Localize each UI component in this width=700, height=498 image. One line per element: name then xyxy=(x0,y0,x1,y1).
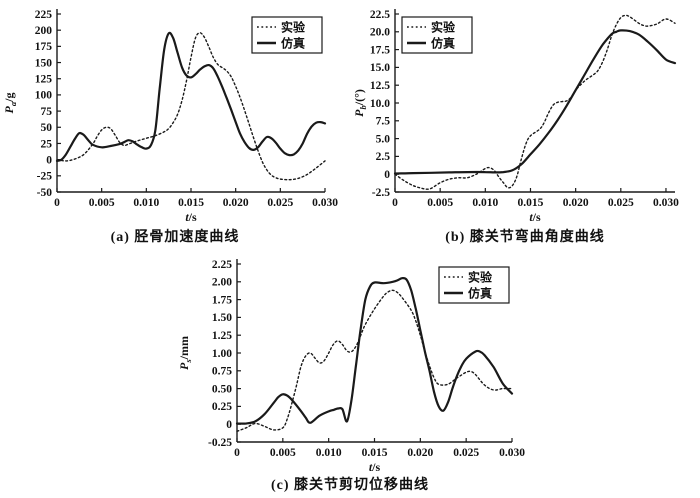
x-axis-title: t/s xyxy=(185,210,197,224)
y-tick-label: 1.25 xyxy=(212,330,232,342)
y-tick-label: 75 xyxy=(41,106,53,118)
x-tick-label: 0.025 xyxy=(267,197,293,209)
x-tick-label: 0.005 xyxy=(270,447,296,459)
legend-label: 仿真 xyxy=(431,36,455,51)
y-tick-label: 2.25 xyxy=(212,259,232,271)
chart-b-figure: 22.5 20.0 17.5 15.0 12.5 10.0 7.5 5.0 2.5 0 -2.5 0 0… xyxy=(350,0,700,250)
legend-label: 实验 xyxy=(281,20,306,35)
legend-box xyxy=(438,266,510,304)
x-tick-label: 0.030 xyxy=(499,447,525,459)
y-tick-label: 10.0 xyxy=(370,98,390,110)
legend-label: 仿真 xyxy=(281,36,305,51)
x-tick-label: 0.015 xyxy=(518,197,544,209)
y-tick-label: 22.5 xyxy=(370,9,390,21)
y-tick-label: -50 xyxy=(37,187,53,199)
y-axis-title: Pa/g xyxy=(2,93,18,114)
experiment-curve xyxy=(56,32,326,181)
top-row: 225 200 175 150 125 100 75 50 25 0 -25 -50 0 0.005 0.0… xyxy=(0,0,700,250)
legend-label: 实验 xyxy=(468,270,493,285)
y-tick-label: 2.00 xyxy=(212,277,232,289)
y-tick-label: -25 xyxy=(37,171,53,183)
y-tick-label: 0 xyxy=(384,169,390,181)
y-tick-label: 150 xyxy=(35,57,53,69)
simulation-curve xyxy=(393,29,677,175)
x-tick-label: 0.015 xyxy=(362,447,388,459)
y-tick-label: 0 xyxy=(46,154,52,166)
y-tick-label: 175 xyxy=(35,41,53,53)
legend-box xyxy=(401,16,473,54)
x-tick-label: 0.020 xyxy=(563,197,589,209)
simulation-curve xyxy=(235,276,514,425)
experiment-curve xyxy=(394,14,676,190)
simulation-curve xyxy=(55,31,327,162)
x-tick-label: 0 xyxy=(392,197,398,209)
y-tick-label: 50 xyxy=(41,122,53,134)
legend-box xyxy=(251,16,323,54)
x-tick-label: 0.020 xyxy=(223,197,249,209)
x-axis-title: t/s xyxy=(529,210,541,224)
chart-a-caption: (a) 胫骨加速度曲线 xyxy=(110,230,240,245)
y-tick-label: -2.5 xyxy=(372,187,390,199)
x-tick-label: 0.005 xyxy=(427,197,453,209)
y-tick-label: 20.0 xyxy=(370,27,390,39)
x-tick-label: 0.015 xyxy=(178,197,204,209)
y-tick-label: 17.5 xyxy=(370,44,390,56)
y-tick-label: 0.50 xyxy=(212,383,232,395)
chart-b-caption: (b) 膝关节弯曲角度曲线 xyxy=(445,230,605,245)
y-tick-label: 0 xyxy=(226,419,232,431)
y-tick-label: 1.75 xyxy=(212,294,232,306)
y-tick-label: 0.25 xyxy=(212,401,232,413)
chart-c-canvas: 2.252.001.751.501.251.000.750.500.250-0.… xyxy=(177,259,525,474)
experiment-curve xyxy=(236,289,513,432)
y-tick-label: 0.75 xyxy=(212,366,232,378)
chart-c-figure: 2.25 2.00 1.75 1.50 1.25 1.00 0.75 0.50 0.25 0 -0.… xyxy=(175,250,525,498)
y-tick-label: 225 xyxy=(35,9,53,21)
x-tick-label: 0.010 xyxy=(472,197,498,209)
y-tick-label: 5.0 xyxy=(376,133,391,145)
x-tick-label: 0 xyxy=(54,197,60,209)
y-tick-label: -0.25 xyxy=(208,437,232,449)
x-tick-label: 0.005 xyxy=(89,197,115,209)
chart-a-figure: 225 200 175 150 125 100 75 50 25 0 -25 -50 0 0.005 0.0… xyxy=(0,0,350,250)
y-tick-label: 2.5 xyxy=(376,151,391,163)
y-tick-label: 7.5 xyxy=(376,116,391,128)
x-tick-label: 0.025 xyxy=(453,447,479,459)
legend-label: 实验 xyxy=(431,20,456,35)
y-tick-label: 1.00 xyxy=(212,348,232,360)
legend-label: 仿真 xyxy=(468,286,492,301)
y-tick-label: 12.5 xyxy=(370,80,390,92)
y-axis-title: Ps/mm xyxy=(177,336,193,370)
y-tick-label: 200 xyxy=(35,25,53,37)
chart-b-canvas: 22.520.017.515.012.510.07.55.02.50-2.50 0… xyxy=(352,9,679,224)
x-tick-label: 0.025 xyxy=(608,197,634,209)
x-axis-title: t/s xyxy=(369,460,381,474)
x-tick-label: 0.020 xyxy=(407,447,433,459)
y-tick-label: 125 xyxy=(35,74,53,86)
y-tick-label: 25 xyxy=(41,138,53,150)
bottom-row: 2.25 2.00 1.75 1.50 1.25 1.00 0.75 0.50 0.25 0 -0.… xyxy=(0,250,700,498)
x-tick-label: 0.030 xyxy=(653,197,679,209)
x-tick-label: 0 xyxy=(234,447,240,459)
x-tick-label: 0.010 xyxy=(316,447,342,459)
y-tick-label: 100 xyxy=(35,90,53,102)
y-axis-title: Pb/(°) xyxy=(352,89,368,117)
chart-c-caption: (c) 膝关节剪切位移曲线 xyxy=(270,478,430,493)
y-tick-label: 1.50 xyxy=(212,312,232,324)
y-tick-label: 15.0 xyxy=(370,62,390,74)
x-tick-label: 0.030 xyxy=(312,197,338,209)
x-tick-label: 0.010 xyxy=(133,197,159,209)
